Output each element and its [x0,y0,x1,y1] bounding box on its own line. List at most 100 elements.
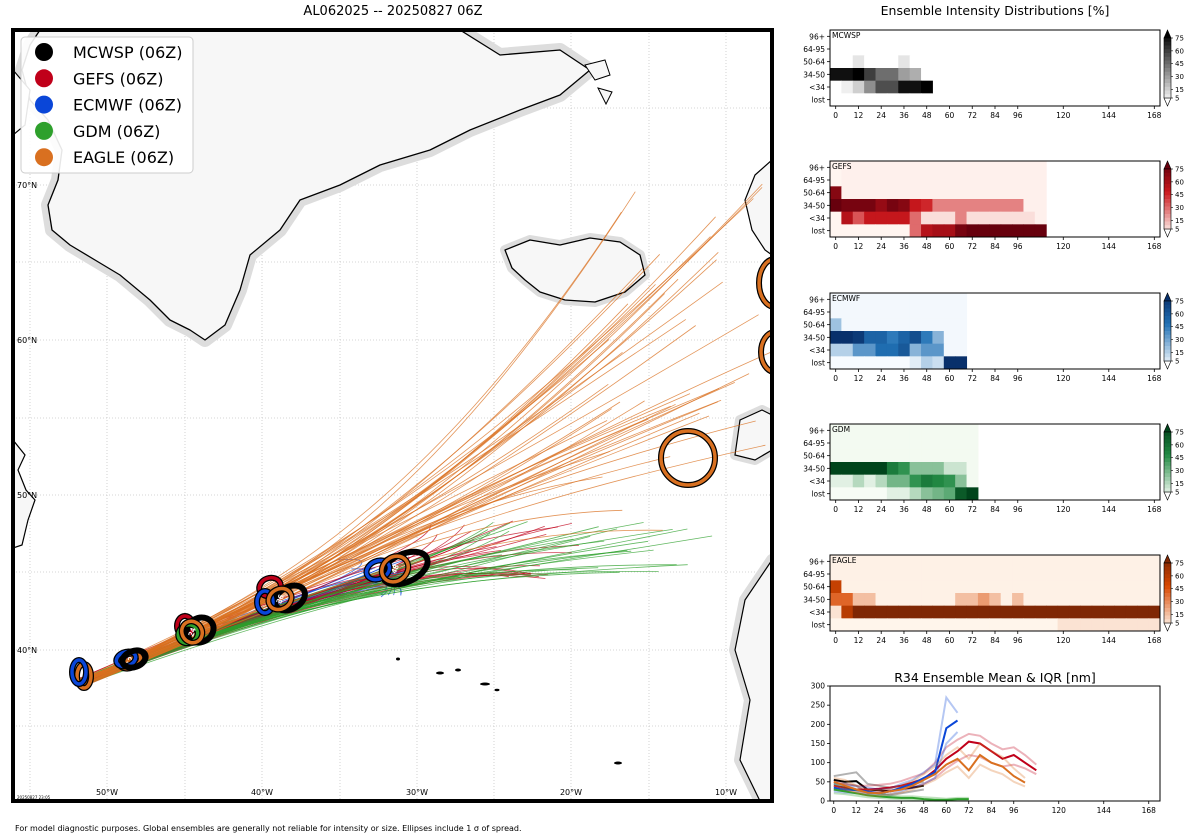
heatmap-cell [841,161,854,175]
x-tick-label: 0 [831,806,836,815]
heatmap-cell [864,293,877,307]
heatmap-cell [955,318,968,332]
heatmap-cell [943,424,956,438]
legend-marker [35,148,53,167]
y-tick-label: lost [811,96,825,105]
y-tick-label: 34-50 [803,595,825,604]
heatmap-cell [932,318,945,332]
colorbar-band [1164,316,1171,321]
track-line [78,400,645,684]
heatmap-cell [943,436,956,450]
heatmap-cell [898,449,911,463]
x-tick-label: 84 [990,636,1000,645]
x-tick-label: 60 [945,636,955,645]
legend-marker [35,43,53,61]
heatmap-cell [1034,199,1047,213]
heatmap-cell [1080,580,1093,594]
heatmap-cell [921,618,933,632]
heatmap-cell [1148,618,1161,632]
heatmap-cell [1000,555,1013,569]
colorbar-tick-label: 75 [1175,560,1184,568]
heatmap-cell [932,462,945,476]
heatmap-cell [841,555,854,569]
heatmap-cell [830,318,842,332]
heatmap-cell [932,211,945,225]
y-tick-label: 150 [811,739,826,748]
x-tick-label: 84 [986,806,996,815]
heatmap-cell [864,173,877,187]
heatmap-cell [966,555,979,569]
colorbar-band [1164,450,1171,455]
ellipse-ring [659,429,717,487]
heatmap-cell [955,211,968,225]
colorbar-tick-label: 5 [1175,489,1179,497]
colorbar-band [1164,619,1171,624]
heatmap-cell [1046,567,1059,581]
colorbar-band [1164,301,1171,306]
heatmap-cell [1057,618,1070,632]
ellipse-hour-label: 24 [187,626,198,638]
heatmap-cell [875,186,888,200]
heatmap-cell [852,605,865,619]
colorbar-tick-label: 45 [1175,60,1184,68]
heatmap-cell [841,567,854,581]
x-tick-label: 24 [876,242,886,251]
colorbar-band [1164,574,1171,579]
heatmap-cell [1148,605,1161,619]
heatmap-cell [886,331,899,345]
heatmap-cell [830,449,842,463]
colorbar-band [1164,53,1171,58]
heatmap-cell [830,80,842,94]
heatmap-cell [1012,605,1024,619]
heatmap-cell [1034,211,1047,225]
heatmap-cell [841,580,854,594]
x-tick-label: 144 [1102,242,1117,251]
heatmap-cell [1023,593,1036,607]
heatmap-cell [830,356,842,370]
heatmap-cell [875,580,888,594]
colorbar-band [1164,217,1171,222]
heatmap-cell [1137,567,1150,581]
heatmap-cell [909,424,922,438]
heatmap-cell [909,161,922,175]
heatmap-cell [864,318,877,332]
heatmap-cell [1034,567,1047,581]
x-tick-label: 144 [1097,806,1112,815]
colorbar-band [1164,312,1171,317]
colorbar-band [1164,187,1171,192]
colorbar-band [1164,600,1171,605]
heatmap-cell [875,567,888,581]
heatmap-cell [932,474,945,488]
colorbar-frame [1163,431,1172,493]
heatmap-cell [875,318,888,332]
heatmap-cell [909,186,922,200]
heatmap-cell [955,436,968,450]
x-tick-label: 12 [854,111,864,120]
heatmap-cell [830,618,842,632]
heatmap-cell [921,93,933,107]
x-tick-label: 36 [899,374,909,383]
lon-label: 30°W [406,788,428,797]
heatmap-cell [932,199,945,213]
legend-label: EAGLE (06Z) [73,148,174,167]
heatmap-cell [898,474,911,488]
track-line [82,382,735,686]
heatmap-cell [1000,580,1013,594]
colorbar-band [1164,199,1171,204]
heatmap-cell [898,424,911,438]
heatmap-cell [909,567,922,581]
track-line [78,314,759,681]
heatmap-cell [841,173,854,187]
colorbar-band [1164,319,1171,324]
heatmap-cell [989,199,1002,213]
r34-iqr-high [833,694,959,791]
heatmap-cell [932,186,945,200]
heatmap-cell [921,161,933,175]
x-tick-label: 48 [919,806,929,815]
y-tick-label: 200 [811,720,826,729]
heatmap-cell [864,161,877,175]
heatmap-cell [864,487,877,501]
x-tick-label: 24 [876,111,886,120]
